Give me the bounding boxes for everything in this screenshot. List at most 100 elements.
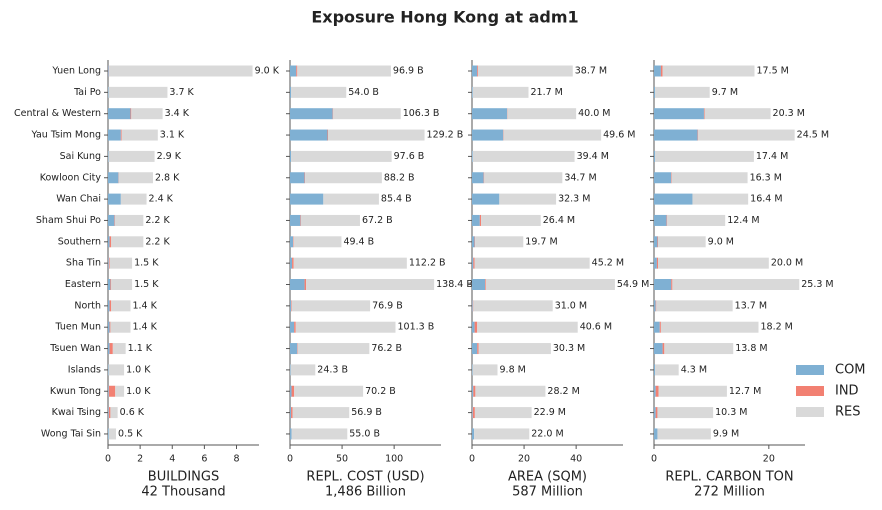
bar-segment: [473, 300, 553, 312]
category-label: Eastern: [65, 279, 101, 290]
bar-segment: [108, 86, 168, 98]
total-label: 112.2 B: [409, 258, 446, 269]
bar-segment: [483, 172, 485, 184]
bar-segment: [654, 364, 656, 376]
bar-segment: [472, 364, 473, 376]
total-label: 19.7 M: [525, 236, 557, 247]
total-label: 3.1 K: [160, 130, 185, 141]
bar-segment: [108, 65, 109, 77]
bar-segment: [477, 321, 578, 333]
total-label: 31.0 M: [555, 300, 587, 311]
bar-segment: [472, 364, 498, 376]
total-label: 12.4 M: [727, 215, 759, 226]
bar-segment: [472, 300, 473, 312]
total-label: 0.6 K: [120, 407, 145, 418]
total-label: 45.2 M: [592, 258, 624, 269]
bar-segment: [294, 385, 364, 397]
category-label: Tai Po: [73, 87, 101, 98]
bar-segment: [472, 129, 504, 141]
bar-segment: [472, 321, 475, 333]
bar-segment: [654, 108, 704, 120]
total-label: 13.7 M: [735, 300, 767, 311]
bar-segment: [478, 343, 551, 355]
bar-segment: [474, 257, 590, 269]
total-label: 101.3 B: [397, 322, 434, 333]
bar-segment: [472, 257, 474, 269]
bar-segment: [472, 150, 575, 162]
bar-segment: [660, 321, 759, 333]
bar-segment: [507, 108, 577, 120]
bar-segment: [296, 65, 298, 77]
bar-segment: [477, 65, 478, 77]
bar-segment: [306, 279, 435, 290]
bar-segment: [304, 279, 307, 290]
bar-segment: [477, 343, 479, 355]
bar-segment: [291, 150, 392, 162]
bar-segment: [485, 279, 615, 290]
bar-segment: [290, 321, 295, 333]
bar-segment: [291, 385, 295, 397]
bar-segment: [108, 108, 131, 120]
bar-segment: [484, 172, 563, 184]
bar-segment: [474, 321, 478, 333]
total-label: 39.4 M: [577, 151, 609, 162]
bar-segment: [473, 385, 476, 397]
bar-segment: [333, 108, 401, 120]
bar-segment: [290, 172, 305, 184]
bar-segment: [655, 86, 710, 98]
bar-segment: [472, 193, 500, 205]
total-label: 20.0 M: [771, 258, 803, 269]
total-label: 21.7 M: [530, 87, 562, 98]
bar-segment: [300, 214, 301, 226]
total-label: 2.4 K: [149, 194, 174, 205]
bar-segment: [109, 343, 113, 355]
total-label: 88.2 B: [384, 172, 415, 183]
bar-segment: [121, 129, 158, 141]
bar-segment: [291, 407, 293, 419]
total-label: 16.3 M: [750, 172, 782, 183]
total-label: 9.8 M: [500, 364, 526, 375]
bar-segment: [293, 236, 342, 248]
bar-segment: [655, 407, 658, 419]
bar-segment: [654, 343, 663, 355]
bar-segment: [291, 300, 292, 312]
x-axis-label: REPL. COST (USD): [306, 470, 424, 485]
bar-segment: [130, 108, 132, 120]
total-label: 9.0 M: [708, 236, 734, 247]
bar-segment: [108, 236, 110, 248]
legend-swatch: [796, 386, 824, 396]
bar-segment: [290, 407, 292, 419]
total-label: 106.3 B: [403, 108, 440, 119]
bar-segment: [327, 129, 329, 141]
total-label: 2.2 K: [145, 215, 170, 226]
total-label: 10.3 M: [715, 407, 747, 418]
bar-segment: [290, 150, 292, 162]
x-tick-label: 100: [385, 454, 403, 465]
bar-segment: [109, 257, 133, 269]
bar-segment: [657, 428, 711, 440]
total-label: 28.2 M: [547, 386, 579, 397]
bar-segment: [658, 257, 769, 269]
figure-title: Exposure Hong Kong at adm1: [311, 8, 578, 27]
bar-segment: [108, 172, 119, 184]
bar-segment: [671, 172, 748, 184]
x-tick-label: 8: [233, 454, 239, 465]
bar-segment: [655, 385, 659, 397]
total-label: 9.7 M: [712, 87, 738, 98]
bar-segment: [477, 65, 573, 77]
x-axis-label: BUILDINGS: [148, 470, 219, 485]
bar-segment: [659, 321, 661, 333]
total-label: 9.9 M: [713, 428, 739, 439]
bar-segment: [654, 407, 656, 419]
bar-segment: [475, 236, 524, 248]
category-label: Southern: [58, 236, 101, 247]
legend-swatch: [796, 365, 824, 375]
bar-segment: [654, 214, 667, 226]
category-label: North: [74, 300, 101, 311]
total-label: 76.9 B: [372, 300, 403, 311]
bar-segment: [108, 428, 109, 440]
bar-segment: [294, 321, 296, 333]
bar-segment: [290, 236, 294, 248]
bar-segment: [304, 172, 306, 184]
